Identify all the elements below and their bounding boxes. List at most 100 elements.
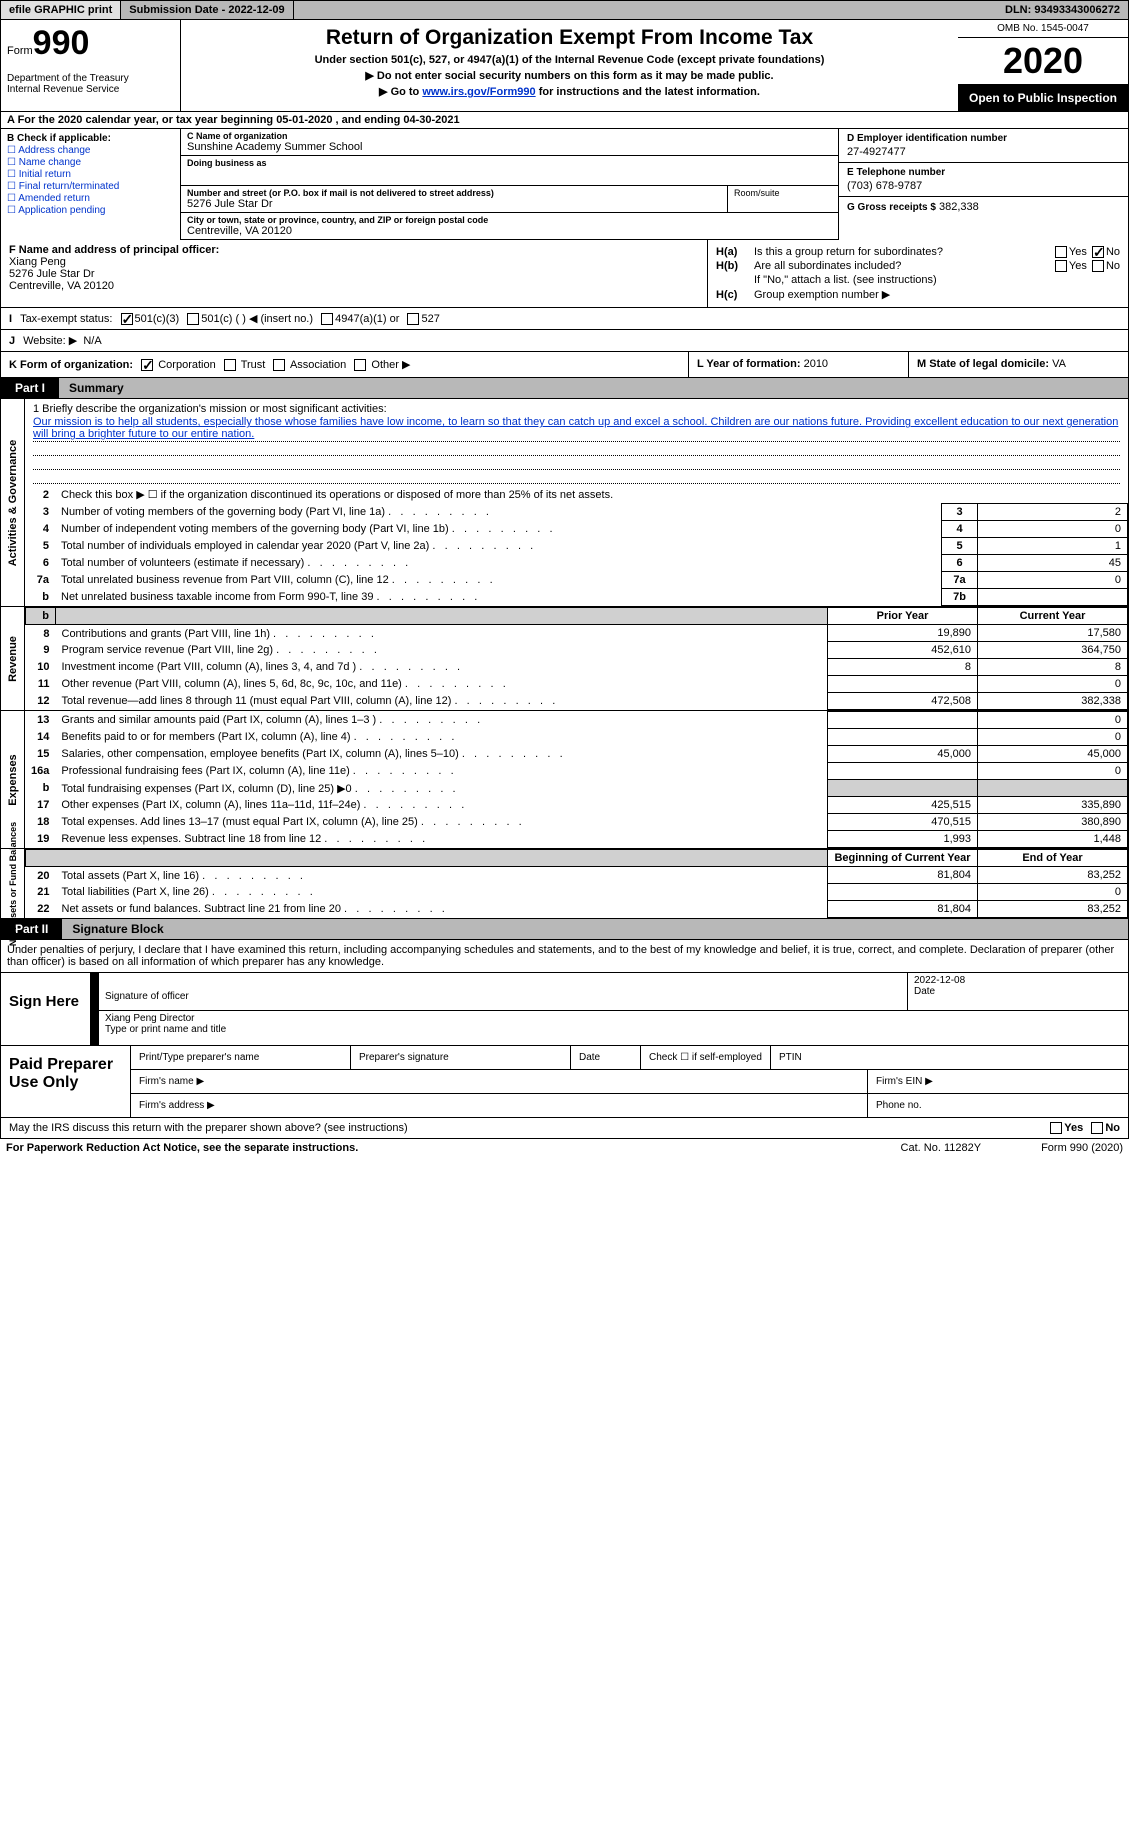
department: Department of the Treasury Internal Reve… (7, 73, 174, 95)
table-row: 6Total number of volunteers (estimate if… (25, 555, 1128, 572)
topbar: efile GRAPHIC print Submission Date - 20… (0, 0, 1129, 20)
ha-yes-cb[interactable] (1055, 246, 1067, 258)
summary-revenue: Revenue bPrior YearCurrent Year 8Contrib… (0, 607, 1129, 711)
section-bcdeg: B Check if applicable: ☐ Address change … (0, 129, 1129, 240)
pra-notice: For Paperwork Reduction Act Notice, see … (6, 1142, 358, 1154)
col-c-org-info: C Name of organization Sunshine Academy … (181, 129, 838, 240)
expenses-table: 13Grants and similar amounts paid (Part … (25, 711, 1128, 848)
phone-label: Phone no. (868, 1094, 1128, 1117)
group-return: H(a)Is this a group return for subordina… (708, 240, 1128, 307)
ein-value: 27-4927477 (847, 146, 1120, 158)
summary-netassets: Net Assets or Fund Balances Beginning of… (0, 849, 1129, 919)
cb-name-change[interactable]: ☐ Name change (7, 157, 174, 168)
open-inspection: Open to Public Inspection (958, 85, 1128, 111)
vtab-expenses: Expenses (7, 754, 19, 805)
tax-year: 2020 (958, 38, 1128, 85)
page-footer: For Paperwork Reduction Act Notice, see … (0, 1139, 1129, 1157)
cb-amended-return[interactable]: ☐ Amended return (7, 193, 174, 204)
row-klm: K Form of organization: Corporation Trus… (0, 352, 1129, 378)
table-row: 14Benefits paid to or for members (Part … (25, 729, 1128, 746)
table-row: 20Total assets (Part X, line 16)81,80483… (26, 867, 1128, 884)
row-fh: F Name and address of principal officer:… (0, 240, 1129, 308)
officer-name-label: Type or print name and title (105, 1024, 1122, 1035)
table-row: 12Total revenue—add lines 8 through 11 (… (26, 693, 1128, 710)
vtab-netassets: Net Assets or Fund Balances (8, 822, 18, 946)
sign-here-label: Sign Here (1, 973, 91, 1045)
website-value: N/A (83, 335, 101, 347)
hc-label: Group exemption number ▶ (754, 288, 890, 301)
cat-no: Cat. No. 11282Y (901, 1142, 982, 1154)
officer-sig-label: Signature of officer (105, 991, 901, 1002)
hb-yes-cb[interactable] (1055, 260, 1067, 272)
firm-name-label: Firm's name ▶ (131, 1070, 868, 1093)
cb-initial-return[interactable]: ☐ Initial return (7, 169, 174, 180)
table-row: 22Net assets or fund balances. Subtract … (26, 901, 1128, 918)
tax-exempt-status: ITax-exempt status: 501(c)(3) 501(c) ( )… (0, 308, 1129, 330)
preparer-date-label: Date (571, 1046, 641, 1069)
netassets-table: Beginning of Current YearEnd of Year 20T… (25, 849, 1128, 918)
tel-value: (703) 678-9787 (847, 180, 1120, 192)
firm-ein-label: Firm's EIN ▶ (868, 1070, 1128, 1093)
cb-501c3[interactable] (121, 313, 133, 325)
preparer-sig-label: Preparer's signature (351, 1046, 571, 1069)
dln: DLN: 93493343006272 (997, 1, 1128, 19)
sig-date-label: Date (914, 986, 1122, 997)
ptin-label: PTIN (771, 1046, 1128, 1069)
discuss-yes-cb[interactable] (1050, 1122, 1062, 1134)
website-row: JWebsite: ▶ N/A (0, 330, 1129, 352)
cb-other[interactable] (354, 359, 366, 371)
officer-name: Xiang Peng Director (105, 1013, 1122, 1024)
gross-label: G Gross receipts $ (847, 202, 936, 213)
table-row: 11Other revenue (Part VIII, column (A), … (26, 676, 1128, 693)
irs-link[interactable]: www.irs.gov/Form990 (422, 86, 535, 98)
org-name: Sunshine Academy Summer School (187, 141, 832, 153)
line2: Check this box ▶ ☐ if the organization d… (55, 486, 1128, 504)
cb-assoc[interactable] (273, 359, 285, 371)
col-b-checkboxes: B Check if applicable: ☐ Address change … (1, 129, 181, 240)
self-employed-label: Check ☐ if self-employed (641, 1046, 771, 1069)
principal-officer: F Name and address of principal officer:… (1, 240, 708, 307)
cb-501c[interactable] (187, 313, 199, 325)
preparer-name-label: Print/Type preparer's name (131, 1046, 351, 1069)
cb-final-return[interactable]: ☐ Final return/terminated (7, 181, 174, 192)
table-row: 8Contributions and grants (Part VIII, li… (26, 625, 1128, 642)
addr-label: Number and street (or P.O. box if mail i… (187, 188, 721, 198)
table-row: 13Grants and similar amounts paid (Part … (25, 712, 1128, 729)
instruction-2: ▶ Go to www.irs.gov/Form990 for instruct… (189, 85, 950, 98)
year-formation: L Year of formation: 2010 (688, 352, 908, 377)
governance-table: 2Check this box ▶ ☐ if the organization … (25, 486, 1128, 606)
discuss-no-cb[interactable] (1091, 1122, 1103, 1134)
submission-date: Submission Date - 2022-12-09 (121, 1, 293, 19)
sig-date-value: 2022-12-08 (914, 975, 1122, 986)
cb-4947[interactable] (321, 313, 333, 325)
cb-address-change[interactable]: ☐ Address change (7, 145, 174, 156)
ha-no-cb[interactable] (1092, 246, 1104, 258)
cb-trust[interactable] (224, 359, 236, 371)
summary-governance: Activities & Governance 1 Briefly descri… (0, 399, 1129, 607)
part1-header: Part I Summary (0, 378, 1129, 399)
vtab-governance: Activities & Governance (7, 440, 19, 567)
form-of-org: K Form of organization: Corporation Trus… (1, 352, 688, 377)
gross-value: 382,338 (939, 201, 979, 213)
omb-number: OMB No. 1545-0047 (958, 20, 1128, 38)
mission-question: 1 Briefly describe the organization's mi… (33, 403, 1120, 415)
tel-label: E Telephone number (847, 167, 1120, 178)
efile-print-btn[interactable]: efile GRAPHIC print (1, 1, 121, 19)
state-domicile: M State of legal domicile: VA (908, 352, 1128, 377)
form-subtitle: Under section 501(c), 527, or 4947(a)(1)… (189, 54, 950, 66)
cb-corp[interactable] (141, 359, 153, 371)
table-row: 5Total number of individuals employed in… (25, 538, 1128, 555)
sign-here-block: Sign Here Signature of officer 2022-12-0… (0, 972, 1129, 1046)
table-row: bNet unrelated business taxable income f… (25, 589, 1128, 606)
cb-app-pending[interactable]: ☐ Application pending (7, 205, 174, 216)
table-row: 18Total expenses. Add lines 13–17 (must … (25, 814, 1128, 831)
table-row: 4Number of independent voting members of… (25, 521, 1128, 538)
cb-527[interactable] (407, 313, 419, 325)
table-row: 19Revenue less expenses. Subtract line 1… (25, 831, 1128, 848)
table-row: 15Salaries, other compensation, employee… (25, 746, 1128, 763)
instruction-1: ▶ Do not enter social security numbers o… (189, 69, 950, 82)
form-ref: Form 990 (2020) (1041, 1142, 1123, 1154)
paid-preparer-label: Paid Preparer Use Only (1, 1046, 131, 1117)
room-suite-label: Room/suite (728, 186, 838, 212)
hb-no-cb[interactable] (1092, 260, 1104, 272)
